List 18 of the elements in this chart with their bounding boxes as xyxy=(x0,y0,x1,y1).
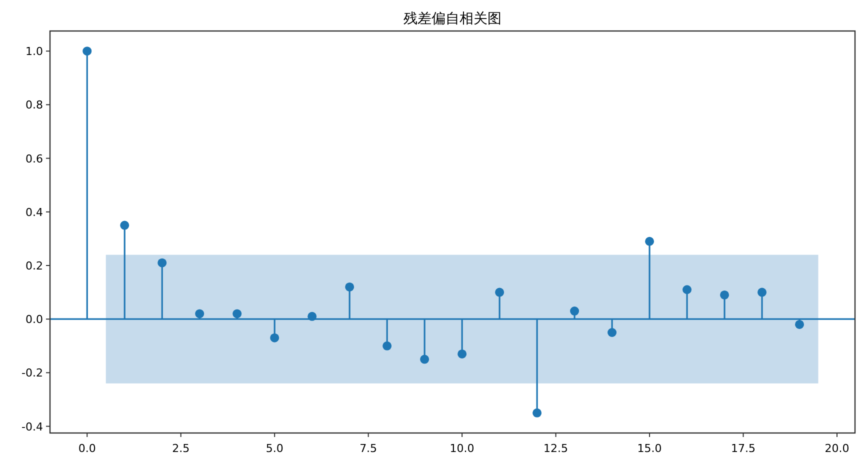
x-tick-label: 5.0 xyxy=(266,442,284,455)
x-tick-label: 0.0 xyxy=(78,442,96,455)
y-tick-label: 0.4 xyxy=(26,206,43,219)
y-tick-label: -0.2 xyxy=(22,366,43,380)
x-tick-label: 20.0 xyxy=(824,442,850,455)
chart-title: 残差偏自相关图 xyxy=(404,11,502,27)
x-tick-label: 17.5 xyxy=(731,442,756,455)
y-tick-label: 0.6 xyxy=(26,152,43,166)
y-tick-label: 1.0 xyxy=(26,45,43,58)
y-tick-label: 0.2 xyxy=(26,260,43,272)
x-tick-label: 7.5 xyxy=(360,442,378,455)
x-tick-label: 10.0 xyxy=(450,442,474,455)
x-tick-label: 12.5 xyxy=(544,442,568,455)
y-tick-label: 0.8 xyxy=(26,98,43,112)
x-tick-label: 15.0 xyxy=(637,442,662,455)
x-tick-label: 2.5 xyxy=(172,442,190,455)
y-tick-label: -0.4 xyxy=(22,420,43,434)
y-tick-label: 0.0 xyxy=(26,313,43,326)
